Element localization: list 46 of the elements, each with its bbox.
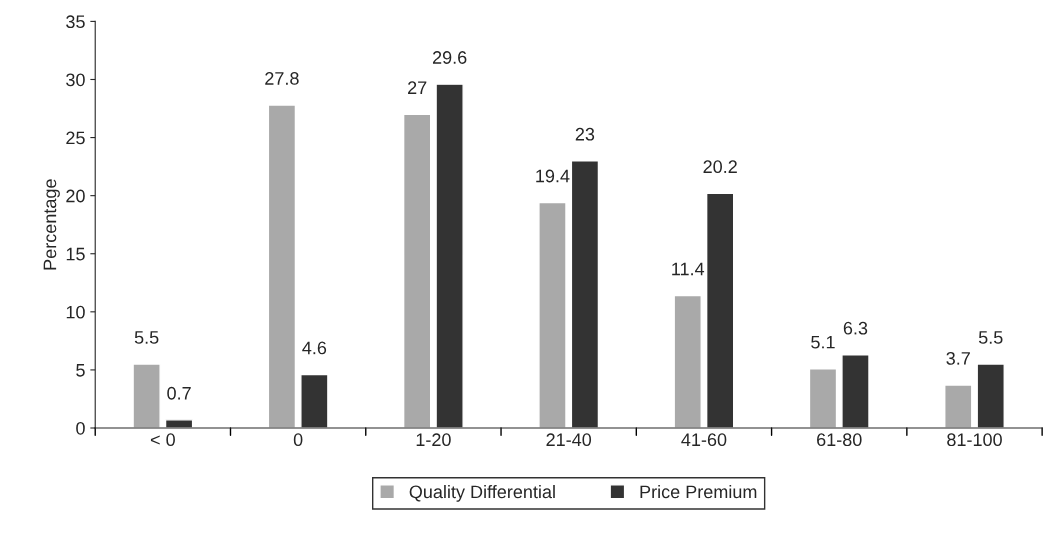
data-label: 3.7 bbox=[946, 352, 970, 365]
bar bbox=[570, 160, 600, 428]
bar bbox=[132, 363, 161, 428]
y-tick-label: 35 bbox=[66, 15, 85, 29]
data-label: 5.5 bbox=[134, 331, 159, 344]
bar bbox=[402, 113, 432, 428]
bar bbox=[841, 354, 870, 428]
y-tick-label: 30 bbox=[66, 73, 85, 87]
x-tick-label: < 0 bbox=[150, 433, 175, 447]
bar bbox=[808, 368, 838, 428]
legend-label: Price Premium bbox=[640, 485, 757, 499]
data-label: 11.4 bbox=[672, 262, 705, 276]
bar bbox=[944, 384, 973, 428]
bar bbox=[705, 192, 735, 428]
data-label: 0.7 bbox=[167, 386, 191, 400]
x-tick-label: 41-60 bbox=[681, 433, 727, 447]
bar bbox=[164, 419, 194, 428]
x-tick-label: 61-80 bbox=[817, 433, 862, 447]
data-label: 5.1 bbox=[811, 335, 835, 349]
y-tick-label: 0 bbox=[76, 421, 85, 435]
data-label: 23 bbox=[575, 127, 595, 141]
y-tick-label: 5 bbox=[76, 364, 85, 377]
bar bbox=[435, 83, 464, 428]
x-tick-label: 81-100 bbox=[947, 433, 1002, 447]
data-label: 27.8 bbox=[265, 72, 299, 85]
data-label: 4.6 bbox=[302, 341, 327, 355]
bar bbox=[976, 363, 1005, 428]
x-tick-label: 0 bbox=[293, 433, 303, 447]
y-tick-label: 15 bbox=[66, 247, 85, 261]
y-tick-label: 20 bbox=[66, 189, 85, 203]
bar bbox=[538, 201, 567, 428]
y-tick-label: 10 bbox=[66, 305, 85, 319]
data-label: 6.3 bbox=[843, 321, 868, 335]
y-tick-label: 25 bbox=[66, 131, 85, 145]
data-label: 19.4 bbox=[536, 169, 570, 183]
data-label: 29.6 bbox=[432, 51, 467, 64]
x-tick-label: 1-20 bbox=[416, 433, 451, 447]
data-label: 27 bbox=[408, 81, 427, 94]
legend-label: Quality Differential bbox=[409, 485, 555, 502]
data-label: 20.2 bbox=[703, 160, 737, 174]
bar bbox=[267, 104, 297, 428]
bar bbox=[673, 294, 702, 428]
y-axis-title: Percentage bbox=[43, 179, 60, 270]
data-label: 5.5 bbox=[978, 331, 1003, 344]
x-tick-label: 21-40 bbox=[546, 433, 592, 447]
bar bbox=[300, 373, 329, 428]
